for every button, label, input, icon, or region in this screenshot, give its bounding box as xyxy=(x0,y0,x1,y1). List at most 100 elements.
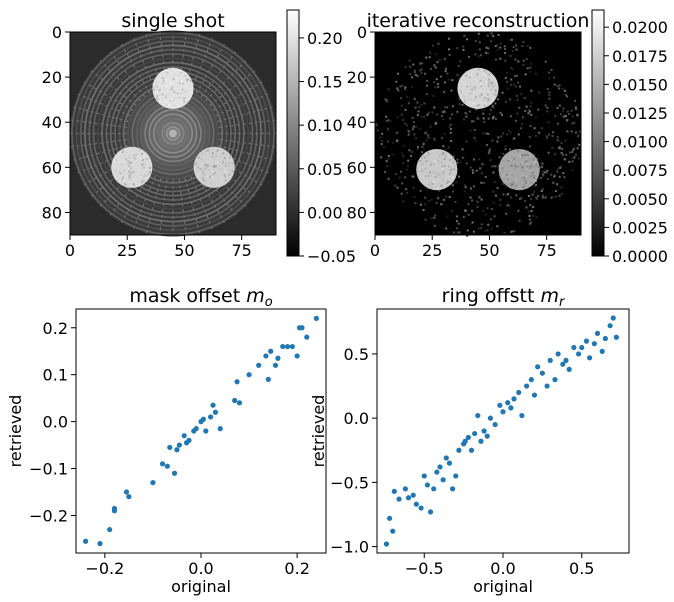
it-noise-pixel xyxy=(443,106,446,109)
it-noise-pixel xyxy=(426,113,429,116)
it-disk-texture xyxy=(451,175,454,178)
it-noise-pixel xyxy=(446,215,449,218)
it-noise-pixel xyxy=(544,104,547,107)
it-noise-pixel xyxy=(427,137,430,140)
it-noise-pixel xyxy=(499,198,502,201)
it-noise-pixel xyxy=(571,115,574,118)
it-disk-texture xyxy=(431,171,434,174)
it-noise-pixel xyxy=(530,198,533,201)
it-disk-texture xyxy=(440,152,443,155)
it-noise-pixel xyxy=(486,143,489,146)
it-disk-texture xyxy=(516,152,519,155)
ring-y-tick-label: −1.0 xyxy=(330,538,369,557)
it-disk-texture xyxy=(441,165,444,168)
mask-point xyxy=(171,470,178,476)
it-noise-pixel xyxy=(406,191,409,194)
it-noise-pixel xyxy=(517,133,520,136)
ss-ring xyxy=(84,44,262,223)
ring-offset-y-ticks: −1.0 −0.5 0.0 0.5 xyxy=(330,345,377,557)
it-noise-pixel xyxy=(428,56,431,59)
mask-point xyxy=(289,343,295,350)
it-noise-pixel xyxy=(395,80,398,83)
ss-disk-texture xyxy=(213,172,216,175)
it-noise-pixel xyxy=(508,38,511,41)
it-disk-texture xyxy=(476,77,479,80)
it-noise-pixel xyxy=(463,118,466,121)
it-noise-pixel xyxy=(437,86,440,89)
it-disk-texture xyxy=(470,99,473,102)
ss-disk-texture xyxy=(140,181,143,184)
mask-point xyxy=(265,376,271,382)
it-noise-pixel xyxy=(422,209,425,212)
it-disk-texture xyxy=(509,171,512,174)
it-noise-pixel xyxy=(404,86,407,89)
it-disk-texture xyxy=(419,159,422,162)
it-noise-pixel xyxy=(387,119,390,122)
ring-point xyxy=(602,335,608,342)
it-noise-pixel xyxy=(473,185,476,188)
it-noise-pixel xyxy=(482,117,485,120)
it-noise-pixel xyxy=(499,57,502,60)
it-noise-pixel xyxy=(480,198,483,201)
it-noise-pixel xyxy=(419,69,422,72)
ss-disk-texture xyxy=(140,149,143,152)
mask-y-tick-label: 0.0 xyxy=(43,413,68,432)
it-noise-pixel xyxy=(407,102,410,105)
it-noise-pixel xyxy=(384,170,387,173)
ss-ring xyxy=(79,40,267,227)
it-noise-pixel xyxy=(509,54,512,57)
it-disk-texture xyxy=(447,175,450,178)
ss-disk-texture xyxy=(142,166,145,169)
it-noise-pixel xyxy=(546,110,549,113)
it-noise-pixel xyxy=(512,230,515,233)
it-noise-pixel xyxy=(434,122,437,125)
mask-point xyxy=(164,463,170,469)
it-noise-pixel xyxy=(509,115,512,118)
it-noise-pixel xyxy=(496,93,499,96)
it-disk-texture xyxy=(501,167,504,170)
it-noise-pixel xyxy=(413,71,416,74)
it-noise-pixel xyxy=(483,121,486,124)
it-noise-pixel xyxy=(418,128,421,131)
ring-point xyxy=(450,486,456,492)
it-disk-texture xyxy=(523,161,526,164)
it-noise-pixel xyxy=(563,115,566,118)
mask-x-tick-label: 0.2 xyxy=(284,559,309,578)
mask-point xyxy=(275,355,281,361)
it-noise-pixel xyxy=(556,107,559,110)
ring-point xyxy=(431,486,437,492)
ring-point xyxy=(446,460,453,466)
ring-point xyxy=(424,482,430,488)
it-noise-pixel xyxy=(465,140,468,143)
it-disk-texture xyxy=(452,161,455,164)
it-noise-pixel xyxy=(554,115,557,118)
ss-disk-texture xyxy=(138,152,141,155)
it-noise-pixel xyxy=(399,170,402,173)
it-noise-pixel xyxy=(431,44,434,47)
ss-disk-texture xyxy=(132,183,135,186)
ss-disk-texture xyxy=(113,159,116,162)
cb1-tick-label: 0.00 xyxy=(307,203,343,222)
it-disk-texture xyxy=(434,160,437,163)
ss-disk-texture xyxy=(178,81,181,84)
it-disk-texture xyxy=(515,155,518,158)
it-noise-pixel xyxy=(458,77,461,80)
ss-disk-texture xyxy=(122,176,125,179)
ss-disk-texture xyxy=(168,104,171,107)
ss-disk-texture xyxy=(130,167,133,170)
it-noise-pixel xyxy=(542,173,545,176)
it-noise-pixel xyxy=(475,169,478,172)
it-noise-pixel xyxy=(552,76,555,79)
it-disk-texture xyxy=(533,165,536,168)
it-noise-pixel xyxy=(385,120,388,123)
ss-disk-texture xyxy=(131,155,134,158)
it-disk-texture xyxy=(508,165,511,168)
it-noise-pixel xyxy=(395,132,398,135)
ss-disk-texture xyxy=(161,76,164,79)
cb2-tick-label: 0.0150 xyxy=(612,75,668,94)
it-disk-texture xyxy=(510,174,513,177)
it-disk-texture xyxy=(464,100,467,103)
ss-disk-texture xyxy=(211,181,214,184)
it-noise-pixel xyxy=(395,172,398,175)
it-disk-texture xyxy=(493,92,496,95)
